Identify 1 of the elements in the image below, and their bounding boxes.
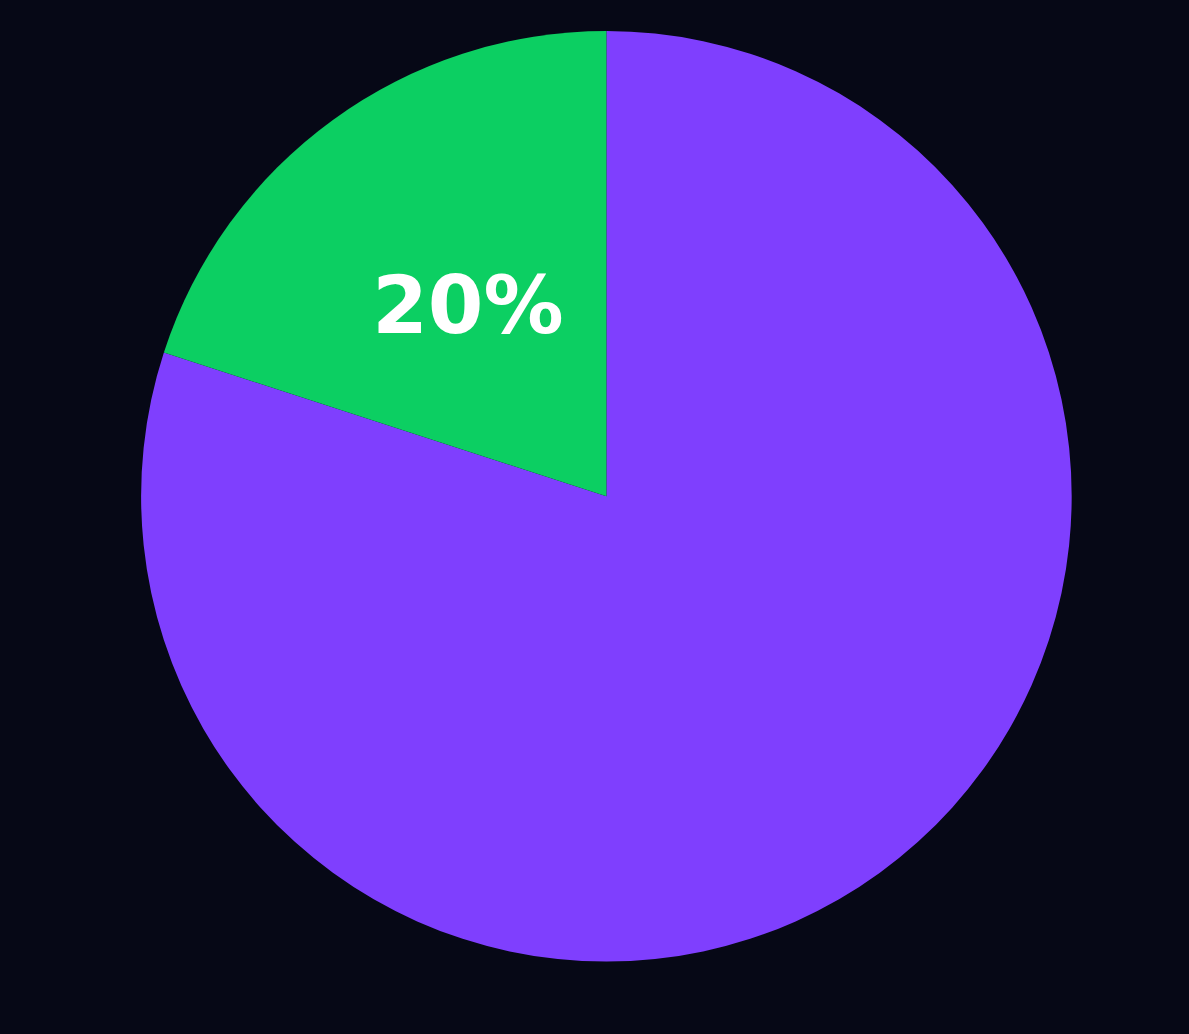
data-label: 20% bbox=[372, 259, 564, 353]
